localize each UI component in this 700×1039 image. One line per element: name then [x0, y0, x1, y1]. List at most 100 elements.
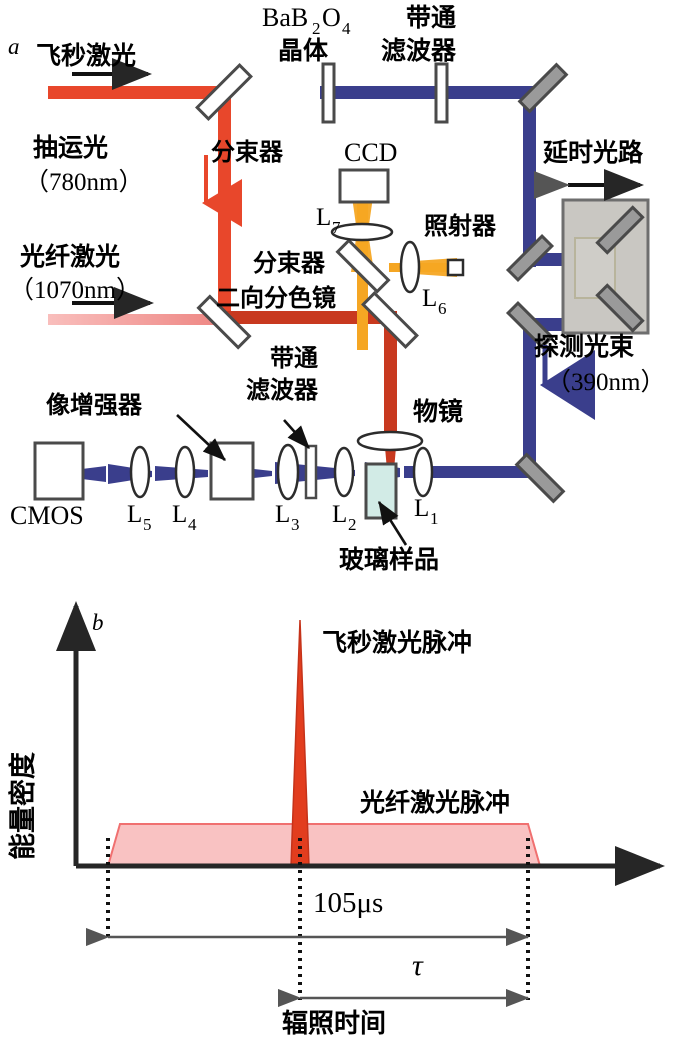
bbo-part-Ba: BaB [262, 3, 308, 32]
panel-a-label: a [8, 34, 20, 59]
label-cmos: CMOS [10, 501, 84, 530]
label-bandpass-top-line1: 带通 [406, 3, 456, 32]
label-delay-line: 延时光路 [542, 138, 644, 167]
panel-b-label: b [92, 610, 104, 635]
label-ccd: CCD [344, 138, 397, 167]
lens-L5-sub: 5 [143, 515, 152, 534]
lens-L1[interactable] [412, 446, 434, 498]
mirror-top-right[interactable] [517, 62, 569, 114]
lens-L4[interactable] [174, 445, 196, 499]
label-lens-L1: L 1 [414, 495, 439, 528]
label-dichroic-mirror: 二向分色镜 [216, 284, 336, 312]
label-lens-L2: L 2 [332, 501, 357, 534]
fiber-beam-input [48, 314, 220, 325]
label-probe-wavelength: （390nm） [546, 368, 665, 396]
label-pump-beam: 抽运光 [33, 133, 108, 162]
lens-L1-letter: L [414, 495, 429, 522]
lens-L3[interactable] [276, 443, 300, 501]
lens-L4-letter: L [172, 501, 187, 528]
label-beamsplitter-2: 分束器 [253, 249, 326, 277]
label-fiber-laser: 光纤激光 [19, 242, 120, 271]
lens-L1-sub: 1 [430, 509, 439, 528]
lens-L5[interactable] [129, 445, 151, 499]
lens-L2-sub: 2 [348, 515, 357, 534]
lens-L6-letter: L [422, 285, 437, 312]
bandpass-filter-top[interactable] [434, 62, 449, 124]
dimension-label-tau: τ [412, 949, 424, 982]
panel-a: a 飞秒激光 抽运光 （780nm） 光纤激光 （1070nm） BaB 2 O… [8, 3, 665, 574]
lens-L7[interactable] [330, 222, 394, 242]
glass-sample-pointer [377, 500, 408, 546]
delay-mirror-outer-bottom[interactable] [505, 300, 555, 350]
mirror-pump-turn[interactable] [196, 294, 252, 350]
label-fiber-wavelength: （1070nm） [9, 276, 141, 304]
label-lens-L6: L 6 [422, 285, 447, 318]
bbo-part-2: 2 [312, 19, 321, 38]
lens-L3-letter: L [275, 501, 290, 528]
glass-sample[interactable] [364, 462, 398, 520]
beamsplitter-1[interactable] [195, 63, 253, 121]
dimension-label-total: 105μs [313, 887, 383, 919]
label-fs-laser: 飞秒激光 [36, 41, 136, 70]
cmos-sensor[interactable] [33, 441, 85, 501]
chart-annotation-fiber-pulse: 光纤激光脉冲 [359, 788, 510, 817]
chart-xlabel: 辐照时间 [282, 1009, 386, 1039]
probe-beam-bottom [404, 466, 529, 478]
probe-beam-right-vertical [523, 92, 536, 267]
delay-mirror-inner-bottom[interactable] [595, 283, 645, 333]
pump-beam-to-dichroic [218, 311, 396, 324]
label-glass-sample: 玻璃样品 [339, 545, 439, 574]
mirror-bottom-right[interactable] [514, 452, 566, 504]
beamsplitter-2[interactable] [335, 238, 391, 294]
objective-lens[interactable] [356, 430, 424, 452]
lens-L6[interactable] [399, 240, 421, 294]
label-illuminator: 照射器 [424, 212, 497, 240]
lens-L7-sub: 7 [332, 218, 341, 237]
direction-arrows [72, 58, 644, 546]
label-image-intensifier: 像增强器 [46, 391, 143, 419]
chart-annotation-fs-pulse: 飞秒激光脉冲 [322, 628, 472, 657]
probe-beam-down-to-bottom [523, 318, 536, 473]
lens-L2-letter: L [332, 501, 347, 528]
pump-beam-to-objective [384, 311, 397, 436]
chart-series-fs-pulse [290, 619, 310, 867]
probe-beam-after-bbo [320, 86, 536, 99]
pump-beam-input [48, 86, 230, 99]
lens-L4-sub: 4 [188, 515, 197, 534]
lens-L7-letter: L [316, 204, 331, 231]
label-beamsplitter-1: 分束器 [211, 138, 284, 166]
panel-b: b 能量密度 飞秒激光脉冲 光纤激光脉冲 105μs τ 辐照时间 [7, 601, 665, 1039]
illuminator-source[interactable] [446, 258, 465, 277]
lens-L3-sub: 3 [291, 515, 300, 534]
delay-mirror-inner-top[interactable] [595, 205, 645, 255]
bandpass-filter-mid[interactable] [304, 444, 318, 500]
chart-ylabel: 能量密度 [7, 752, 39, 860]
chart-series-fiber-pulse [106, 823, 542, 867]
label-lens-L4: L 4 [172, 501, 197, 534]
label-objective: 物镜 [413, 397, 463, 426]
bbo-part-4: 4 [342, 19, 351, 38]
optical-components [33, 62, 650, 520]
lens-L5-letter: L [127, 501, 142, 528]
lens-L2[interactable] [333, 446, 355, 498]
label-lens-L5: L 5 [127, 501, 152, 534]
image-intensifier-pointer [176, 414, 226, 461]
label-pump-wavelength: （780nm） [24, 168, 143, 196]
label-bandpass-top-line2: 滤波器 [381, 36, 457, 65]
label-bandpass-mid-line2: 滤波器 [246, 376, 319, 404]
bbo-part-O: O [322, 3, 341, 32]
label-bbo-crystal: 晶体 [278, 36, 329, 65]
label-lens-L7: L 7 [316, 204, 341, 237]
label-probe-beam: 探测光束 [534, 332, 635, 361]
bbo-crystal[interactable] [321, 62, 336, 124]
bandpass-mid-pointer [283, 419, 310, 449]
delay-mirror-outer-top[interactable] [505, 233, 555, 283]
label-bandpass-mid-line1: 带通 [270, 344, 318, 372]
label-bbo-formula: BaB 2 O 4 [262, 3, 351, 38]
ccd-sensor[interactable] [338, 168, 390, 204]
panel-a-labels: a 飞秒激光 抽运光 （780nm） 光纤激光 （1070nm） BaB 2 O… [8, 3, 665, 574]
label-lens-L3: L 3 [275, 501, 300, 534]
dichroic-mirror[interactable] [361, 291, 419, 349]
